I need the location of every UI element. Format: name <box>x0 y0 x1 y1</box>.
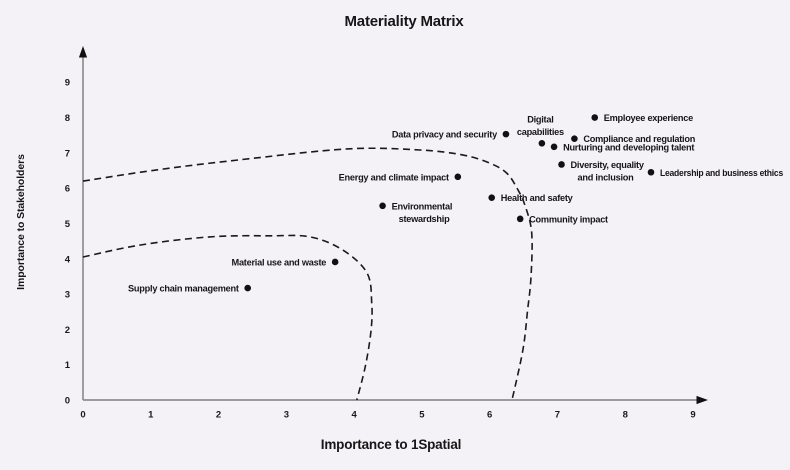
data-point-marker <box>571 135 578 143</box>
data-point-marker <box>331 258 339 266</box>
chart-title: Materiality Matrix <box>345 13 465 30</box>
x-tick-label: 2 <box>216 410 221 421</box>
y-tick-label: 9 <box>65 78 70 89</box>
data-point-label: Nurturing and developing talent <box>563 142 694 152</box>
boundary-curves <box>82 147 533 401</box>
data-point-marker <box>591 114 599 121</box>
data-point-label: Digital <box>527 114 553 124</box>
x-tick-label: 0 <box>80 410 85 421</box>
y-tick-label: 3 <box>65 290 70 301</box>
y-axis-title: Importance to Stakeholders <box>15 154 27 290</box>
y-tick-label: 8 <box>65 113 70 124</box>
x-axis-arrow-icon <box>696 395 708 405</box>
data-point-label: Environmental <box>392 201 453 211</box>
data-point-group: Health and safety <box>488 193 574 203</box>
lower-boundary-curve <box>82 234 373 401</box>
data-point-label: stewardship <box>399 214 450 224</box>
data-point-marker <box>558 161 565 168</box>
x-tick-labels: 0 1 2 3 4 5 6 7 8 9 <box>80 410 695 421</box>
y-tick-label: 1 <box>65 360 71 371</box>
x-tick-label: 8 <box>623 410 628 421</box>
data-point-label: and inclusion <box>578 172 635 182</box>
data-point-marker <box>550 143 558 151</box>
data-points: Employee experience Data privacy and secu… <box>128 113 783 294</box>
data-point-label: Health and safety <box>501 193 574 203</box>
x-tick-label: 1 <box>148 410 154 421</box>
x-tick-label: 5 <box>419 410 425 421</box>
data-point-group: Supply chain management <box>128 284 252 294</box>
data-point-group: Diversity, equality and inclusion <box>558 160 645 182</box>
x-tick-label: 9 <box>690 410 695 421</box>
data-point-group: Compliance and regulation <box>571 134 696 144</box>
data-point-label: Employee experience <box>604 113 693 123</box>
y-tick-labels: 0 1 2 3 4 5 6 7 8 9 <box>65 78 71 407</box>
y-tick-label: 5 <box>65 219 71 230</box>
x-tick-label: 3 <box>284 410 289 421</box>
y-tick-label: 6 <box>65 184 70 195</box>
data-point-marker <box>516 215 524 223</box>
y-axis-arrow-icon <box>78 46 88 58</box>
data-point-marker <box>488 194 496 201</box>
data-point-marker <box>379 202 386 210</box>
y-tick-label: 7 <box>65 148 70 159</box>
upper-boundary-curve <box>82 147 533 401</box>
data-point-group: Leadership and business ethics <box>647 168 783 178</box>
data-point-group: Data privacy and security <box>392 130 510 140</box>
axes <box>78 46 708 405</box>
y-tick-label: 2 <box>65 325 70 336</box>
data-point-label: Material use and waste <box>232 257 327 267</box>
data-point-label: Community impact <box>529 214 608 224</box>
data-point-group: Community impact <box>516 214 608 224</box>
data-point-label: Leadership and business ethics <box>660 168 783 178</box>
data-point-group: Employee experience <box>591 113 693 123</box>
data-point-label: capabilities <box>517 127 564 137</box>
y-tick-label: 0 <box>65 396 70 407</box>
x-tick-label: 6 <box>487 410 492 421</box>
data-point-marker <box>538 139 546 147</box>
data-point-label: Supply chain management <box>128 284 239 294</box>
data-point-group: Environmental stewardship <box>379 201 452 224</box>
data-point-label: Data privacy and security <box>392 130 498 140</box>
data-point-label: Diversity, equality <box>571 160 645 170</box>
data-point-marker <box>647 168 655 176</box>
y-tick-label: 4 <box>65 254 71 265</box>
data-point-label: Compliance and regulation <box>583 134 695 144</box>
x-tick-label: 4 <box>351 410 357 421</box>
data-point-label: Energy and climate impact <box>339 172 449 182</box>
data-point-group: Nurturing and developing talent <box>550 142 695 152</box>
x-axis-title: Importance to 1Spatial <box>321 437 461 452</box>
data-point-marker <box>454 173 462 181</box>
x-tick-label: 7 <box>555 410 560 421</box>
data-point-marker <box>244 284 252 292</box>
data-point-marker <box>502 130 510 138</box>
data-point-group: Digital capabilities <box>517 114 564 147</box>
data-point-group: Material use and waste <box>232 257 339 267</box>
data-point-group: Energy and climate impact <box>339 172 462 182</box>
